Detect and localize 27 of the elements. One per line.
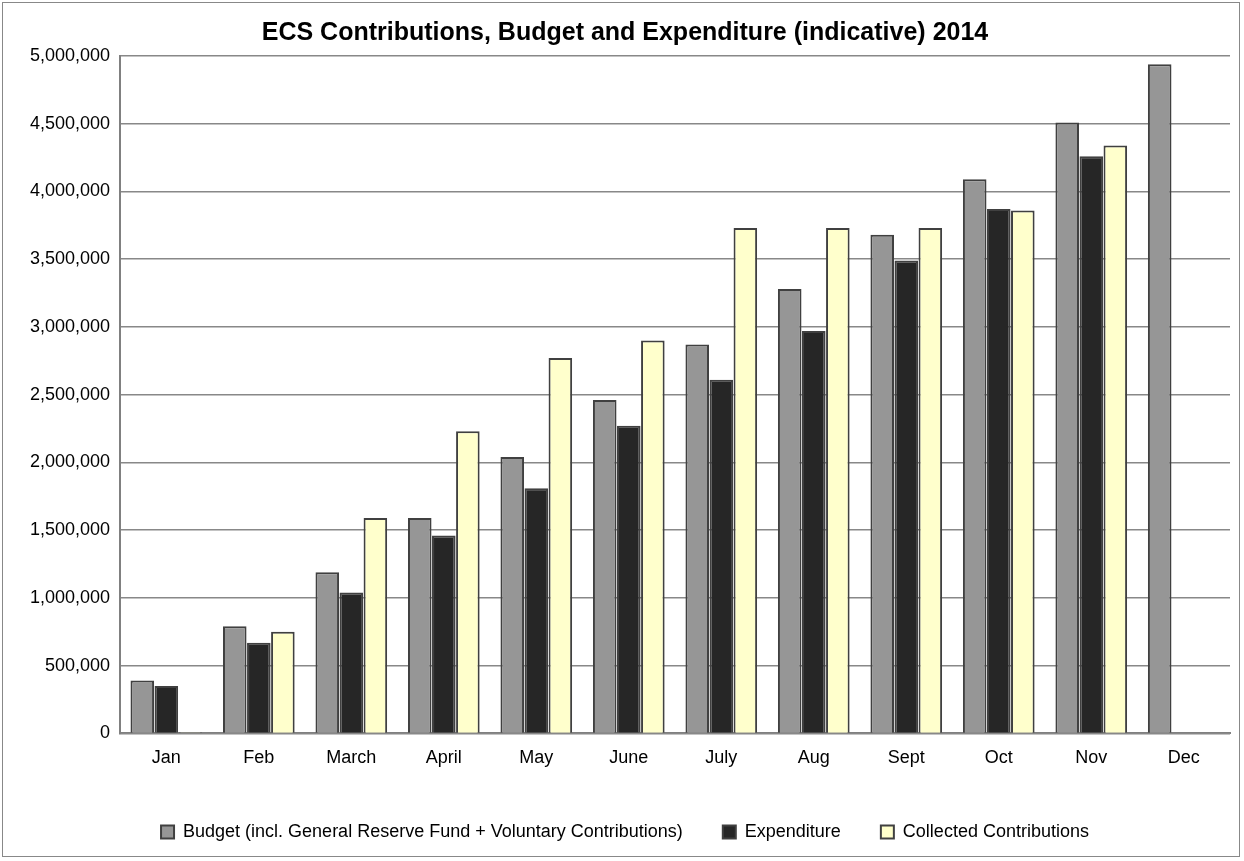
y-tick-label: 0: [100, 722, 111, 743]
y-tick-label: 2,000,000: [30, 451, 111, 472]
y-tick-label: 1,000,000: [30, 586, 111, 607]
legend-label: Budget (incl. General Reserve Fund + Voluntary Contributions): [183, 820, 683, 841]
legend-label: Collected Contributions: [902, 820, 1089, 841]
x-tick-label: Dec: [1167, 747, 1200, 768]
y-tick-label: 2,500,000: [30, 383, 111, 404]
y-tick-label: 5,000,000: [30, 44, 111, 65]
y-tick-label: 500,000: [45, 654, 111, 675]
x-tick-label: Jan: [151, 747, 181, 768]
x-tick-label: June: [609, 747, 649, 768]
x-tick-label: Sept: [887, 747, 925, 768]
y-tick-label: 3,500,000: [30, 248, 111, 269]
x-tick-label: Nov: [1075, 747, 1108, 768]
x-tick-label: Aug: [797, 747, 830, 768]
x-tick-label: March: [326, 747, 377, 768]
legend-label: Expenditure: [744, 820, 841, 841]
x-tick-label: May: [519, 747, 554, 768]
x-tick-label: April: [425, 747, 462, 768]
x-tick-label: Feb: [243, 747, 275, 768]
y-tick-label: 4,500,000: [30, 112, 111, 133]
chart-title: ECS Contributions, Budget and Expenditure (indicative) 2014: [261, 16, 989, 45]
y-tick-label: 3,000,000: [30, 315, 111, 336]
y-tick-label: 4,000,000: [30, 180, 111, 201]
x-tick-label: Oct: [984, 747, 1013, 768]
y-tick-label: 1,500,000: [30, 519, 111, 540]
x-tick-label: July: [705, 747, 738, 768]
